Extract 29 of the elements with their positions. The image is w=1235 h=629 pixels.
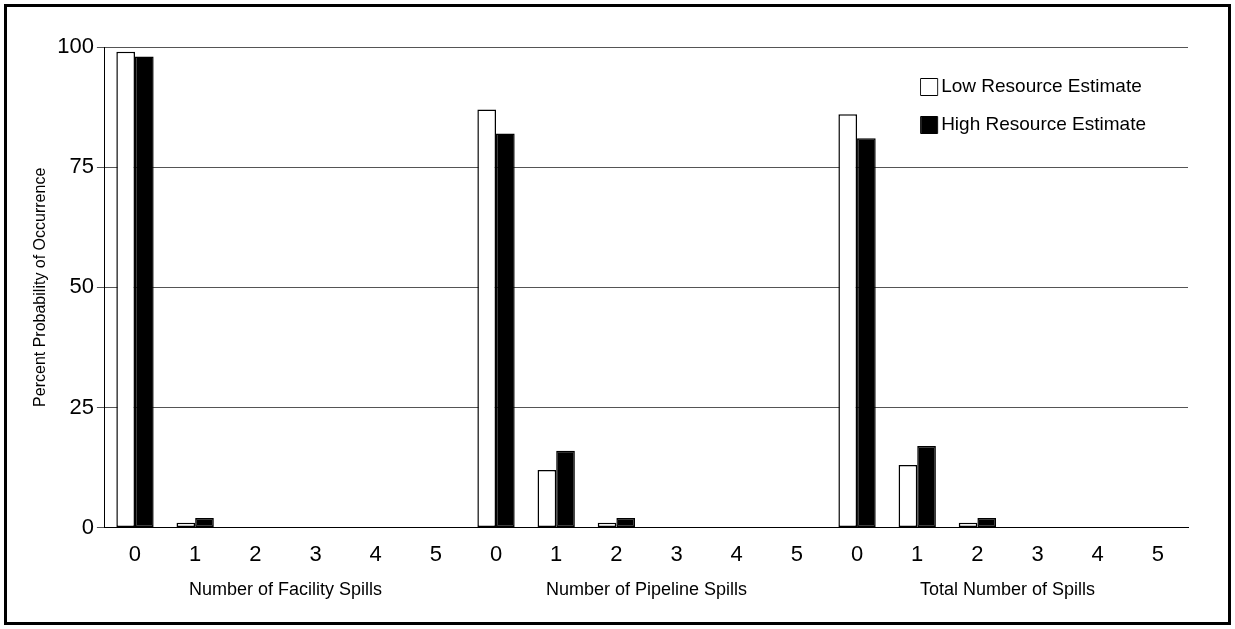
y-tick-label: 75 bbox=[69, 153, 94, 179]
x-tick-label: 3 bbox=[670, 540, 683, 566]
y-tick-label: 25 bbox=[69, 393, 94, 419]
legend-label: High Resource Estimate bbox=[941, 113, 1147, 135]
y-axis-title: Percent Probability of Occurrence bbox=[31, 167, 49, 407]
x-tick-label: 0 bbox=[489, 540, 503, 566]
x-tick-label: 1 bbox=[911, 540, 924, 566]
text: Number of Facility Spills bbox=[188, 578, 382, 599]
text: Number of Pipeline Spills bbox=[545, 578, 747, 599]
x-tick-label: 2 bbox=[971, 540, 984, 566]
legend-label: Low Resource Estimate bbox=[941, 75, 1142, 97]
x-tick-label: 2 bbox=[610, 540, 623, 566]
x-tick-label: 5 bbox=[1151, 540, 1165, 566]
x-tick-label: 0 bbox=[128, 540, 142, 566]
x-tick-label: 0 bbox=[850, 540, 864, 566]
y-tick-label: 100 bbox=[57, 33, 94, 59]
x-tick-label: 3 bbox=[1031, 540, 1044, 566]
x-tick-label: 5 bbox=[790, 540, 804, 566]
x-tick-label: 4 bbox=[730, 540, 743, 566]
x-tick-label: 5 bbox=[429, 540, 442, 566]
text: Total Number of Spills bbox=[919, 578, 1096, 599]
y-tick-label: 0 bbox=[81, 513, 94, 539]
x-tick-label: 1 bbox=[550, 540, 563, 566]
y-tick-label: 50 bbox=[69, 273, 94, 299]
x-tick-label: 1 bbox=[189, 540, 202, 566]
x-tick-label: 4 bbox=[369, 540, 382, 566]
x-tick-label: 4 bbox=[1091, 540, 1104, 566]
x-tick-label: 3 bbox=[309, 540, 322, 566]
x-tick-label: 2 bbox=[249, 540, 262, 566]
